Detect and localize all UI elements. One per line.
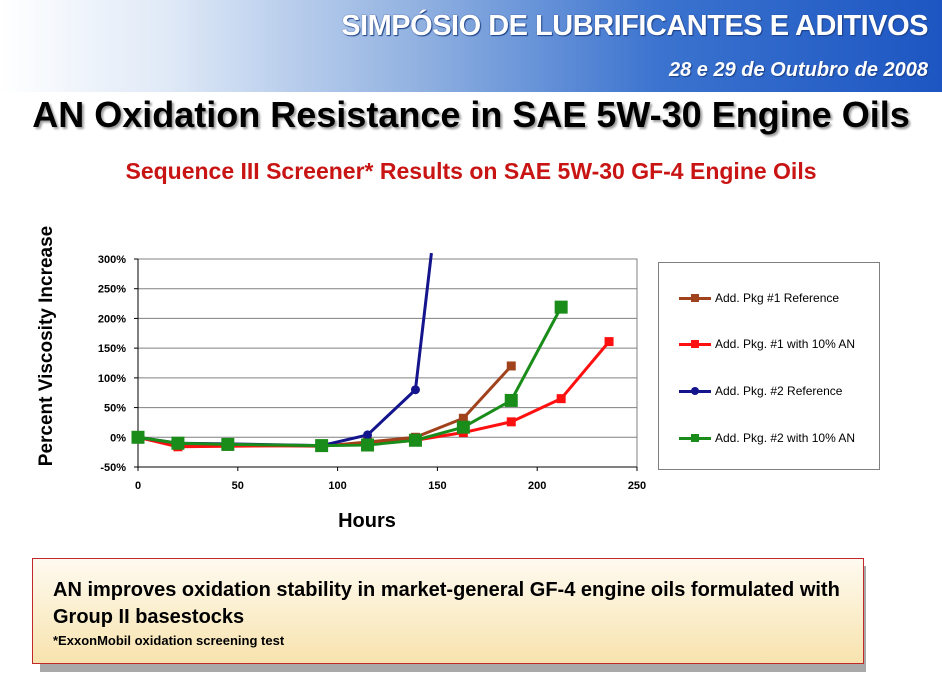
- legend-marker: [691, 434, 699, 442]
- x-tick-label: 250: [628, 480, 646, 492]
- chart-ticks: -50% 0% 50% 100% 150% 200% 250% 300% 0 50 100 150 20…: [98, 254, 646, 492]
- data-point: [506, 361, 516, 371]
- legend-marker: [691, 340, 699, 348]
- data-point: [361, 438, 375, 452]
- data-point: [408, 433, 422, 447]
- y-tick-label: 0%: [110, 432, 126, 444]
- event-title: SIMPÓSIO DE LUBRIFICANTES E ADITIVOS: [341, 10, 928, 42]
- data-point: [604, 337, 614, 347]
- data-point: [554, 300, 568, 314]
- data-point: [506, 417, 516, 427]
- plot-background: [137, 258, 638, 468]
- data-point: [556, 394, 566, 404]
- legend-marker: [691, 387, 699, 395]
- x-axis-label: Hours: [338, 510, 396, 532]
- slide-title: AN Oxidation Resistance in SAE 5W-30 Eng…: [32, 94, 910, 135]
- data-point: [456, 420, 470, 434]
- x-tick-label: 100: [328, 480, 346, 492]
- event-date: 28 e 29 de Outubro de 2008: [669, 59, 928, 81]
- data-point: [458, 413, 468, 423]
- data-point: [171, 436, 185, 450]
- legend-label: Add. Pkg. #2 Reference: [715, 384, 843, 398]
- legend-label: Add. Pkg. #1 with 10% AN: [715, 337, 856, 351]
- plot-area: [137, 258, 638, 468]
- x-tick-label: 200: [528, 480, 546, 492]
- callout-footnote: *ExxonMobil oxidation screening test: [53, 633, 285, 648]
- data-point: [363, 430, 373, 440]
- viscosity-chart: -50% 0% 50% 100% 150% 200% 250% 300% 0 50 100 150 20…: [36, 226, 646, 532]
- y-tick-label: 100%: [98, 373, 126, 385]
- data-point: [504, 393, 518, 407]
- x-tick-label: 50: [232, 480, 244, 492]
- y-tick-label: 150%: [98, 343, 126, 355]
- data-point: [315, 439, 329, 453]
- legend-label: Add. Pkg #1 Reference: [715, 291, 840, 305]
- callout-text: AN improves oxidation stability in marke…: [53, 579, 840, 628]
- y-tick-label: -50%: [100, 462, 126, 474]
- x-tick-label: 150: [428, 480, 446, 492]
- y-tick-label: 300%: [98, 254, 126, 266]
- legend-marker: [691, 294, 699, 302]
- data-point: [221, 437, 235, 451]
- callout-box: AN improves oxidation stability in marke…: [32, 558, 864, 664]
- y-tick-label: 250%: [98, 284, 126, 296]
- y-tick-label: 200%: [98, 313, 126, 325]
- y-axis-label: Percent Viscosity Increase: [36, 226, 57, 466]
- legend-label: Add. Pkg. #2 with 10% AN: [715, 431, 856, 445]
- y-tick-label: 50%: [104, 403, 126, 415]
- header-banner: SIMPÓSIO DE LUBRIFICANTES E ADITIVOS 28 …: [0, 0, 942, 92]
- chart-series: [131, 252, 614, 453]
- chart-subtitle: Sequence III Screener* Results on SAE 5W…: [125, 158, 817, 184]
- x-tick-label: 0: [135, 480, 141, 492]
- chart-legend: Add. Pkg #1 Reference Add. Pkg. #1 with 1…: [658, 262, 880, 470]
- data-point: [131, 430, 145, 444]
- data-point: [410, 385, 420, 395]
- series-group-4: [131, 300, 568, 453]
